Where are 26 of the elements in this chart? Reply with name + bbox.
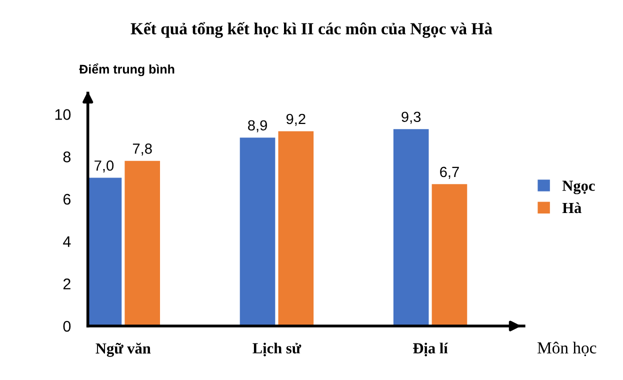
y-axis-title: Điểm trung bình bbox=[79, 63, 174, 76]
x-axis-title: Môn học bbox=[538, 342, 596, 356]
data-label: 7,0 bbox=[94, 160, 114, 172]
x-tick-label: Địa lí bbox=[413, 342, 448, 356]
bar bbox=[240, 138, 276, 326]
bar bbox=[278, 131, 314, 326]
legend-label: Ngọc bbox=[562, 180, 595, 194]
bar bbox=[432, 184, 468, 326]
chart-title: Kết quả tổng kết học kì II các môn của Ngọc và Hà bbox=[130, 22, 492, 38]
y-tick-label: 8 bbox=[63, 151, 71, 162]
x-tick-label: Ngữ văn bbox=[96, 342, 151, 357]
bar bbox=[393, 129, 429, 326]
legend-label: Hà bbox=[562, 202, 582, 214]
data-label: 7,8 bbox=[132, 143, 152, 156]
y-tick-label: 6 bbox=[63, 194, 71, 205]
data-label: 8,9 bbox=[248, 120, 267, 132]
x-tick-label: Lịch sử bbox=[252, 342, 302, 356]
data-label: 9,2 bbox=[286, 114, 306, 126]
y-tick-label: 4 bbox=[63, 236, 71, 247]
bar bbox=[88, 178, 122, 326]
y-tick-label: 10 bbox=[55, 109, 71, 120]
y-tick-label: 0 bbox=[63, 320, 71, 332]
data-label: 9,3 bbox=[402, 112, 421, 124]
bar bbox=[124, 160, 160, 326]
data-label: 6,7 bbox=[440, 166, 459, 179]
y-tick-label: 2 bbox=[63, 278, 70, 290]
